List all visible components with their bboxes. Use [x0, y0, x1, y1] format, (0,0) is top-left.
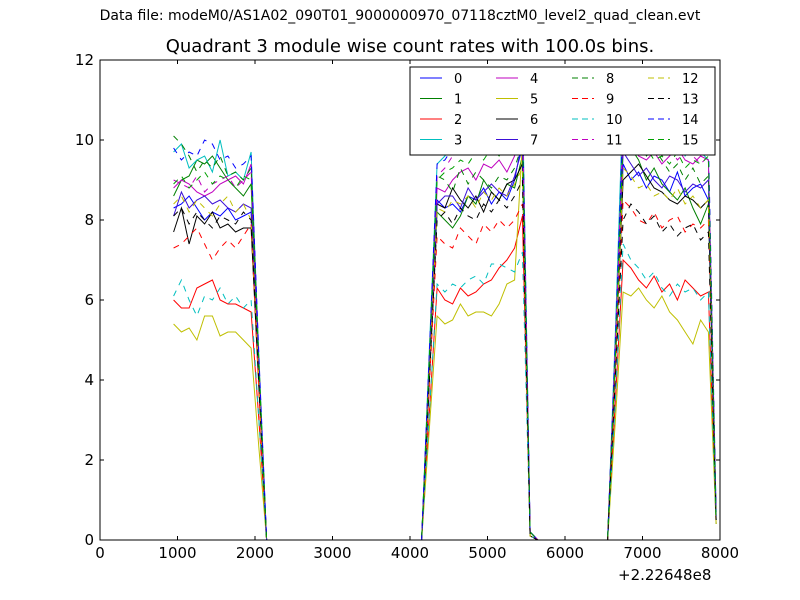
- x-tick-label: 7000: [623, 544, 661, 562]
- legend-label-10: 10: [606, 113, 623, 128]
- series-line-8: [173, 127, 717, 541]
- x-tick-label: 1000: [158, 544, 196, 562]
- legend-label-0: 0: [454, 72, 462, 87]
- chart-title: Quadrant 3 module wise count rates with …: [165, 36, 655, 57]
- y-tick-label: 6: [84, 291, 94, 309]
- y-tick-label: 12: [75, 51, 94, 69]
- legend-label-12: 12: [682, 72, 699, 87]
- axis-ticks: 0 1000 2000 3000 4000 5000 6000 7000 80000246810…: [75, 51, 739, 562]
- series-line-15: [173, 126, 717, 541]
- legend-label-6: 6: [530, 113, 538, 128]
- series-line-12: [173, 166, 717, 541]
- y-tick-label: 8: [84, 211, 94, 229]
- series-line-13: [173, 179, 717, 541]
- series-line-10: [173, 243, 717, 541]
- legend-label-14: 14: [682, 113, 699, 128]
- x-offset-label: +2.22648e8: [618, 566, 712, 584]
- legend-label-1: 1: [454, 93, 462, 108]
- legend-label-3: 3: [454, 134, 462, 149]
- x-tick-label: 5000: [468, 544, 506, 562]
- series-line-0: [173, 139, 717, 541]
- legend-label-5: 5: [530, 93, 538, 108]
- y-tick-label: 2: [84, 451, 94, 469]
- legend-label-8: 8: [606, 72, 614, 87]
- suptitle: Data file: modeM0/AS1A02_090T01_90000009…: [99, 8, 701, 24]
- series-line-4: [173, 131, 717, 541]
- y-tick-label: 0: [84, 531, 94, 549]
- x-tick-label: 2000: [236, 544, 274, 562]
- legend-label-4: 4: [530, 72, 538, 87]
- legend-label-11: 11: [606, 134, 623, 149]
- legend-label-15: 15: [682, 134, 699, 149]
- x-tick-label: 6000: [546, 544, 584, 562]
- legend-label-7: 7: [530, 134, 538, 149]
- legend-label-2: 2: [454, 113, 462, 128]
- legend-box: [409, 66, 716, 156]
- x-tick-label: 0: [95, 544, 105, 562]
- legend-label-13: 13: [682, 93, 699, 108]
- x-tick-label: 4000: [391, 544, 429, 562]
- series-line-5: [173, 143, 717, 541]
- y-tick-label: 4: [84, 371, 94, 389]
- series-line-1: [173, 131, 717, 541]
- x-tick-label: 3000: [313, 544, 351, 562]
- legend-label-9: 9: [606, 93, 614, 108]
- y-tick-label: 10: [75, 131, 94, 149]
- x-tick-label: 8000: [701, 544, 739, 562]
